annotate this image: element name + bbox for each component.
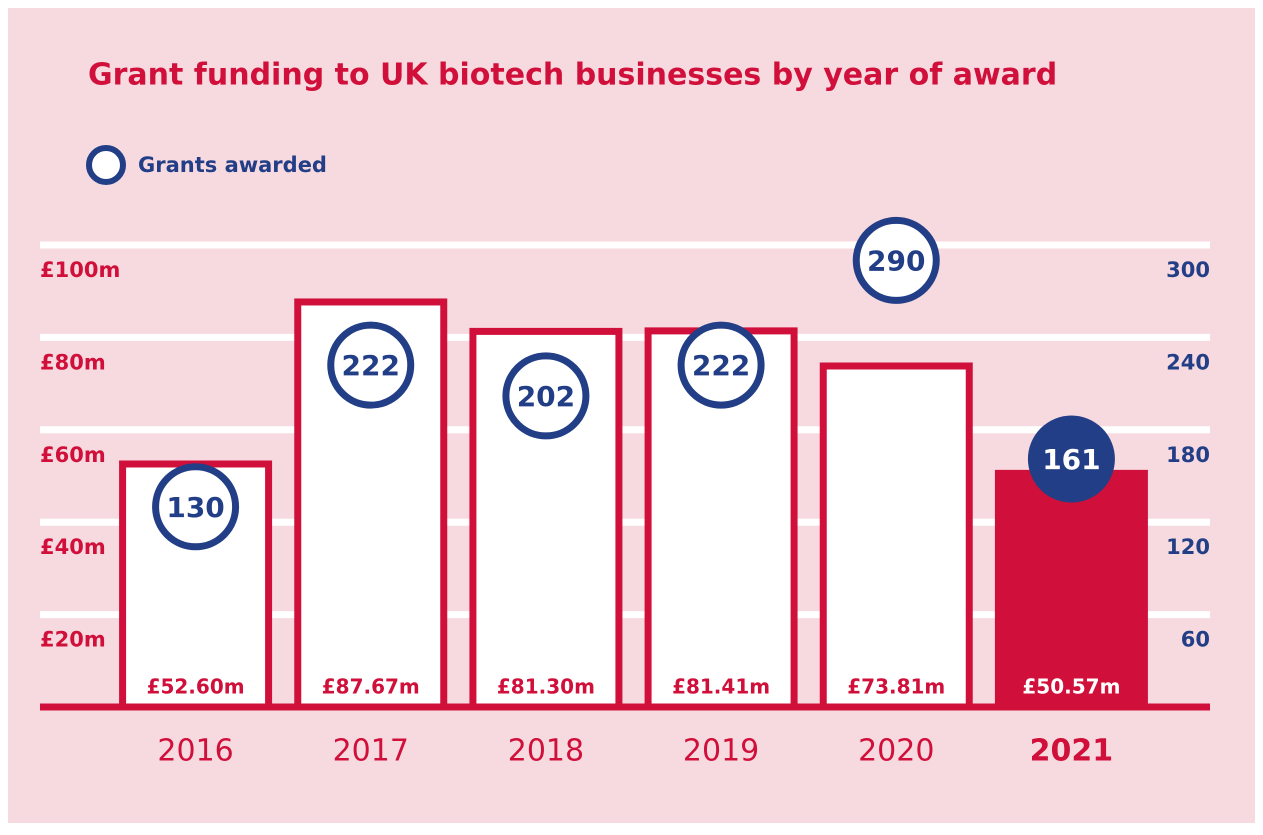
grant-marker (852, 216, 940, 304)
grant-label: 130 (166, 491, 224, 524)
value-label: £52.60m (147, 675, 245, 699)
grant-label: 222 (342, 349, 400, 382)
grant-label: 161 (1042, 443, 1100, 476)
value-label: £50.57m (1022, 675, 1120, 699)
x-tick-label: 2020 (858, 734, 934, 769)
grant-marker (1027, 415, 1115, 503)
y-tick-label: £80m (40, 350, 106, 374)
x-tick-label: 2016 (157, 734, 233, 769)
grant-marker (152, 463, 240, 551)
y-tick-label: £20m (40, 628, 106, 652)
x-tick-label: 2021 (1030, 734, 1114, 769)
grant-marker (677, 321, 765, 409)
y-tick-label: £60m (40, 443, 106, 467)
x-tick-label: 2019 (683, 734, 759, 769)
grant-marker (502, 352, 590, 440)
y2-tick-label: 300 (1166, 258, 1210, 282)
y2-tick-label: 60 (1181, 628, 1210, 652)
value-label: £73.81m (847, 675, 945, 699)
grant-label: 290 (867, 244, 925, 277)
bar (819, 362, 973, 711)
grant-label: 202 (517, 380, 575, 413)
legend-marker (86, 145, 126, 185)
value-label: £87.67m (322, 675, 420, 699)
y2-tick-label: 120 (1166, 535, 1210, 559)
value-label: £81.41m (672, 675, 770, 699)
chart-title: Grant funding to UK biotech businesses b… (88, 58, 1057, 93)
y-tick-label: £100m (40, 258, 120, 282)
grant-label: 222 (692, 349, 750, 382)
y2-tick-label: 180 (1166, 443, 1210, 467)
x-tick-label: 2018 (508, 734, 584, 769)
x-tick-label: 2017 (333, 734, 409, 769)
y-tick-label: £40m (40, 535, 106, 559)
bar (994, 469, 1148, 711)
legend-label: Grants awarded (138, 153, 327, 177)
grant-marker (327, 321, 415, 409)
value-label: £81.30m (497, 675, 595, 699)
y2-tick-label: 240 (1166, 350, 1210, 374)
